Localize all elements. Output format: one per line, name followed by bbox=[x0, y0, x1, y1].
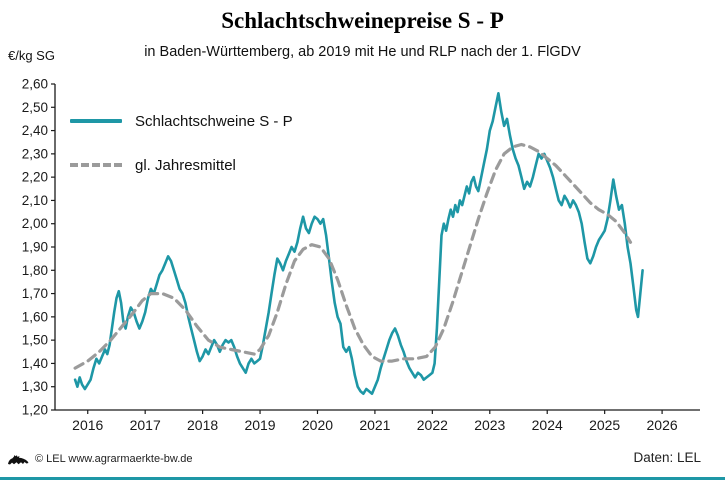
data-source-label: Daten: LEL bbox=[633, 450, 701, 465]
svg-text:2017: 2017 bbox=[130, 417, 161, 433]
svg-text:2,20: 2,20 bbox=[22, 170, 48, 185]
svg-text:2021: 2021 bbox=[359, 417, 390, 433]
legend-item-price: Schlachtschweine S - P bbox=[70, 106, 330, 136]
page-title: Schlachtschweinepreise S - P bbox=[221, 8, 504, 33]
svg-text:1,90: 1,90 bbox=[22, 240, 48, 255]
copyright-text: © LEL www.agrarmaerkte-bw.de bbox=[35, 453, 193, 465]
svg-text:2,10: 2,10 bbox=[22, 193, 48, 208]
svg-text:2023: 2023 bbox=[474, 417, 505, 433]
svg-text:1,20: 1,20 bbox=[22, 403, 48, 418]
legend-label-mean: gl. Jahresmittel bbox=[135, 156, 236, 174]
chart-legend: Schlachtschweine S - P gl. Jahresmittel bbox=[70, 106, 330, 194]
svg-text:1,60: 1,60 bbox=[22, 309, 48, 324]
svg-text:1,80: 1,80 bbox=[22, 263, 48, 278]
y-axis-unit-label: €/kg SG bbox=[8, 48, 55, 63]
svg-text:1,30: 1,30 bbox=[22, 379, 48, 394]
svg-text:2016: 2016 bbox=[72, 417, 103, 433]
svg-text:1,50: 1,50 bbox=[22, 333, 48, 348]
svg-text:2,60: 2,60 bbox=[22, 77, 48, 92]
bottom-accent-bar bbox=[0, 477, 725, 480]
legend-label-price: Schlachtschweine S - P bbox=[135, 112, 293, 130]
svg-text:1,70: 1,70 bbox=[22, 286, 48, 301]
price-line-sample-icon bbox=[70, 119, 122, 123]
svg-text:2,30: 2,30 bbox=[22, 146, 48, 161]
mean-line-sample-icon bbox=[70, 163, 122, 167]
footer-left: © LEL www.agrarmaerkte-bw.de bbox=[6, 449, 193, 469]
chart-subtitle: in Baden-Württemberg, ab 2019 mit He und… bbox=[144, 44, 581, 60]
svg-text:2,40: 2,40 bbox=[22, 123, 48, 138]
svg-text:2,00: 2,00 bbox=[22, 216, 48, 231]
svg-text:2019: 2019 bbox=[244, 417, 275, 433]
bw-lion-logo-icon bbox=[8, 455, 29, 465]
svg-text:2025: 2025 bbox=[589, 417, 620, 433]
svg-text:2018: 2018 bbox=[187, 417, 218, 433]
legend-item-mean: gl. Jahresmittel bbox=[70, 150, 330, 180]
svg-text:2020: 2020 bbox=[302, 417, 333, 433]
svg-text:2,50: 2,50 bbox=[22, 100, 48, 115]
svg-text:2024: 2024 bbox=[532, 417, 563, 433]
svg-text:1,40: 1,40 bbox=[22, 356, 48, 371]
svg-text:2026: 2026 bbox=[647, 417, 678, 433]
svg-text:2022: 2022 bbox=[417, 417, 448, 433]
